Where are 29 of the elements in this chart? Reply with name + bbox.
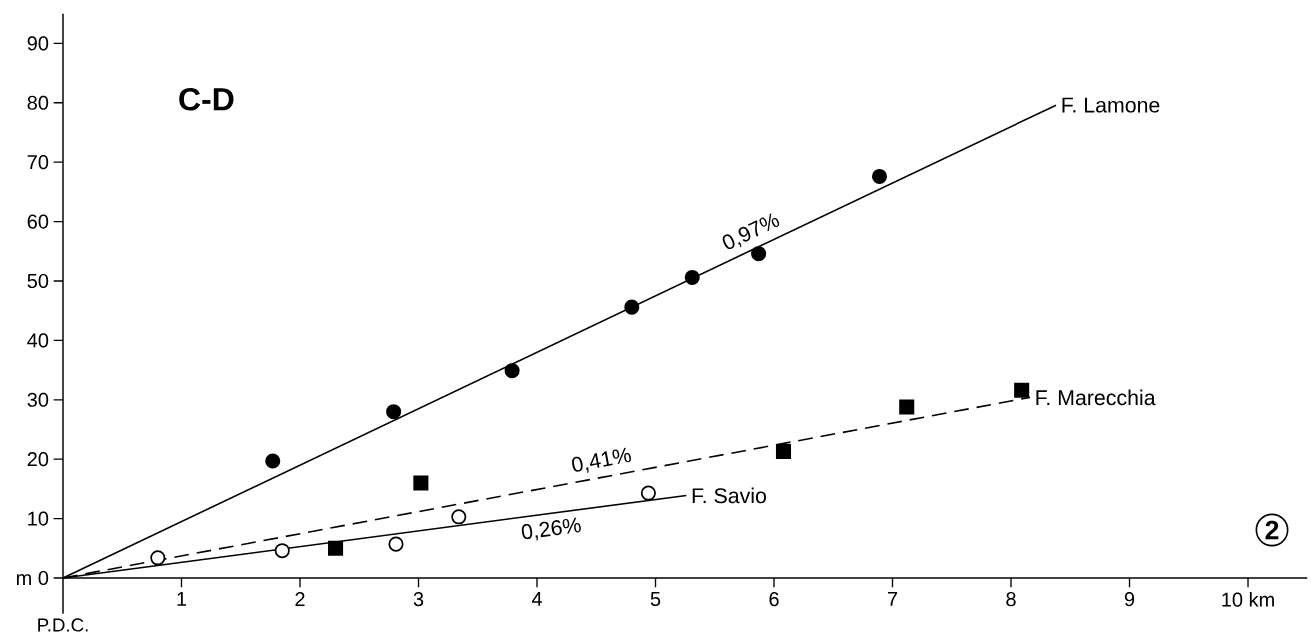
y-tick-label: 60 xyxy=(27,214,49,229)
x-tick-label: 2 xyxy=(295,592,305,607)
x-tick-label: 6 xyxy=(769,592,779,607)
y-tick-label: 10 xyxy=(28,511,49,526)
y-tick-label: 40 xyxy=(27,333,49,348)
annotation: 0,26% xyxy=(521,517,581,541)
y-tick-label: m 0 xyxy=(16,570,49,586)
annotation: 0,97% xyxy=(722,213,780,250)
x-tick-label: 1 xyxy=(177,592,187,606)
text: C-D xyxy=(179,87,234,111)
x-tick-label: 5 xyxy=(650,592,661,606)
x-tick-label: 7 xyxy=(887,592,898,606)
annotation: 0,41% xyxy=(572,447,631,473)
annotation: 2 xyxy=(1265,520,1279,540)
x-tick-label: 9 xyxy=(1124,592,1135,607)
text: P.D.C. xyxy=(38,618,88,632)
y-tick-label: 80 xyxy=(27,95,49,110)
y-tick-label: 20 xyxy=(27,452,49,467)
x-tick-label: 10 km xyxy=(1222,592,1274,607)
y-tick-label: 90 xyxy=(27,36,49,51)
x-tick-label: 3 xyxy=(413,592,424,607)
series-label: F. Marecchia xyxy=(1036,389,1156,406)
y-tick-label: 30 xyxy=(27,392,49,407)
series-label: F. Lamone xyxy=(1062,97,1160,113)
x-tick-label: 8 xyxy=(1006,592,1016,607)
series-label: F. Savio xyxy=(692,487,766,504)
y-tick-label: 50 xyxy=(27,273,49,289)
x-tick-label: 4 xyxy=(531,592,542,606)
y-tick-label: 70 xyxy=(27,155,49,170)
